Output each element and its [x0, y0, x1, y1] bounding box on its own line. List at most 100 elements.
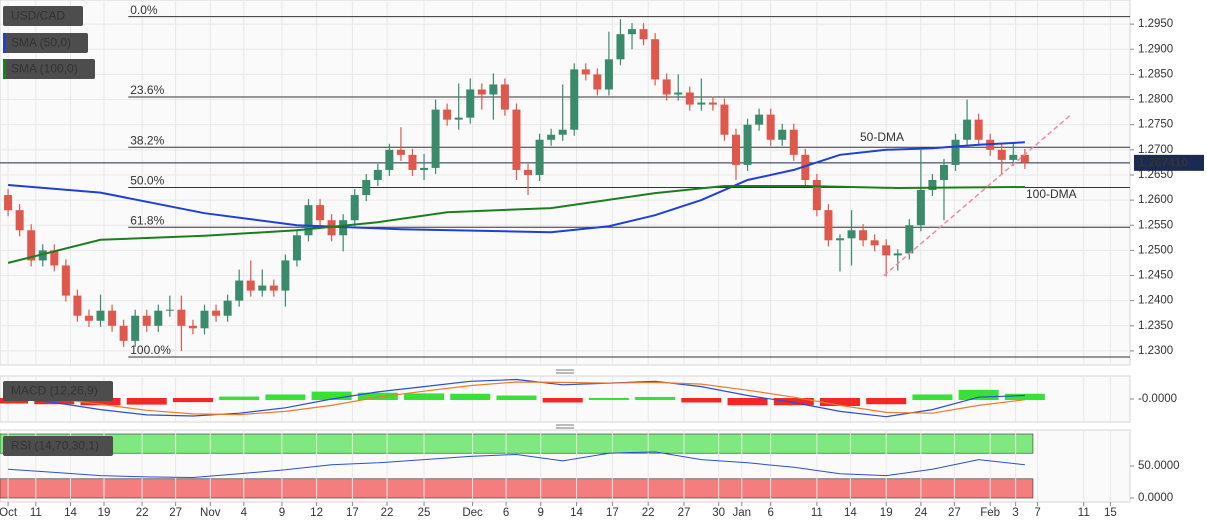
x-tick-label: 11: [30, 507, 42, 519]
candle-body: [859, 230, 868, 241]
candle-body: [212, 310, 221, 316]
candle-body: [778, 129, 787, 140]
candle-body: [755, 114, 764, 125]
macd-histogram-bar: [172, 398, 213, 403]
y-tick-label: 1.2400: [1138, 295, 1173, 307]
candle-body: [362, 179, 371, 196]
y-tick-label: 0.0000: [1138, 492, 1173, 504]
x-tick-label: Oct: [0, 507, 18, 519]
macd-histogram-bar: [819, 398, 860, 407]
x-tick-label: 22: [642, 507, 655, 519]
x-tick-label: 19: [98, 507, 111, 519]
candle-body: [547, 134, 556, 140]
y-tick-label: 1.2950: [1138, 18, 1173, 30]
legend-swatch: [3, 33, 6, 53]
y-tick-label: 1.2500: [1138, 244, 1173, 256]
candle-body: [500, 84, 509, 110]
x-tick-label: 14: [844, 507, 857, 519]
candle-body: [824, 210, 833, 241]
macd-histogram-bar: [219, 396, 260, 400]
candle-body: [177, 309, 186, 326]
x-tick-label: 24: [914, 507, 927, 519]
macd-histogram-bar: [357, 392, 398, 400]
y-tick-label: 50.0000: [1138, 460, 1180, 472]
macd-line: [8, 378, 1025, 418]
y-tick-label: 1.2750: [1138, 119, 1173, 131]
candle-body: [119, 325, 128, 341]
candle-body: [963, 119, 972, 140]
fib-label: 61.8%: [130, 213, 164, 227]
last-price-tag: [1134, 154, 1204, 171]
macd-histogram-bar: [126, 398, 167, 405]
macd-histogram-bar: [80, 398, 121, 406]
x-tick-label: Nov: [200, 507, 221, 519]
candle-body: [131, 315, 140, 341]
candle-body: [674, 92, 683, 95]
resize-handle[interactable]: [556, 424, 574, 429]
candle-body: [639, 29, 648, 40]
resize-handle[interactable]: [556, 369, 574, 374]
candle-body: [743, 124, 752, 165]
x-tick-label: Feb: [980, 507, 1000, 519]
x-tick-label: 11: [1078, 507, 1090, 519]
candle-body: [628, 29, 637, 35]
candle-body: [15, 210, 24, 231]
macd-histogram-bar: [635, 396, 676, 400]
candle-body: [801, 154, 810, 180]
legend-box[interactable]: [3, 436, 113, 456]
legend-box[interactable]: [3, 59, 95, 79]
x-tick-label: 9: [279, 507, 285, 519]
candle-body: [258, 285, 267, 291]
candle-body: [431, 109, 440, 168]
legend-box[interactable]: [3, 33, 88, 53]
candle-body: [570, 69, 579, 130]
candle-body: [223, 300, 232, 316]
candle-body: [142, 315, 151, 326]
candle-body: [420, 167, 429, 170]
candle-body: [708, 102, 717, 105]
annotation: 50-DMA: [860, 130, 904, 144]
legend-label: SMA (50,0): [11, 36, 71, 50]
candle-body: [893, 253, 902, 256]
macd-histogram-bar: [773, 398, 814, 406]
candle-body: [73, 295, 82, 316]
candle-body: [1009, 154, 1018, 160]
y-tick-label: 1.2800: [1138, 94, 1173, 106]
candle-body: [61, 265, 70, 296]
x-tick-label: 27: [169, 507, 182, 519]
y-tick-label: 1.2650: [1138, 169, 1173, 181]
x-tick-label: 12: [310, 507, 323, 519]
candle-body: [304, 205, 313, 236]
sma-line: [8, 141, 1025, 234]
rsi-line: [8, 451, 1025, 479]
x-tick-label: Jan: [733, 507, 752, 519]
candle-body: [4, 195, 13, 211]
fib-label: 38.2%: [130, 133, 164, 147]
candle-body: [108, 310, 117, 326]
macd-histogram-bar: [588, 398, 629, 400]
y-tick-label: 1.2600: [1138, 194, 1173, 206]
x-tick-label: 30: [712, 507, 725, 519]
y-tick-label: -0.0000: [1138, 393, 1177, 405]
x-tick-label: 27: [948, 507, 961, 519]
fib-label: 100.0%: [130, 343, 171, 357]
candle-body: [38, 250, 47, 261]
x-tick-label: 4: [241, 507, 248, 519]
sma-line: [7, 185, 1025, 264]
x-tick-label: 9: [538, 507, 544, 519]
x-tick-label: 17: [346, 507, 359, 519]
legend-box[interactable]: [3, 381, 113, 401]
x-tick-label: 25: [418, 507, 431, 519]
x-tick-label: 14: [64, 507, 77, 519]
x-tick-label: 3: [1012, 507, 1018, 519]
candle-body: [408, 154, 417, 170]
candle-body: [951, 139, 960, 165]
legend-box[interactable]: [3, 6, 83, 26]
macd-histogram-bar: [496, 395, 537, 400]
candle-body: [974, 119, 983, 140]
candle-body: [246, 280, 255, 291]
x-tick-label: 6: [767, 507, 773, 519]
x-tick-label: 14: [570, 507, 583, 519]
price-panel: [0, 0, 1131, 366]
